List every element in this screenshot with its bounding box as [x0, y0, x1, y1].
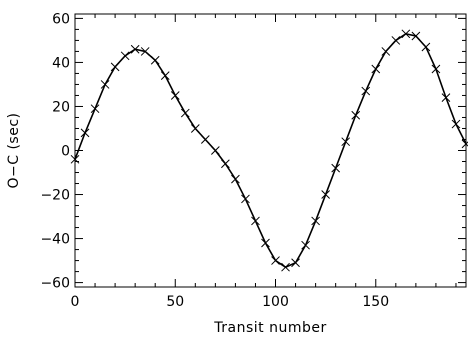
x-tick-label: 100 [262, 294, 289, 310]
y-tick-label: −40 [40, 232, 70, 248]
y-tick-label: −20 [40, 188, 70, 204]
x-tick-label: 50 [166, 294, 184, 310]
y-tick-label: 60 [52, 11, 70, 27]
y-tick-label: −60 [40, 276, 70, 292]
y-tick-label: 20 [52, 99, 70, 115]
y-tick-label: 0 [61, 144, 70, 160]
model-curve [74, 32, 467, 269]
plot-area [70, 29, 468, 272]
axes: 0 50 100 150 −60 −40 −20 0 20 40 60 [40, 11, 467, 310]
x-tick-label: 150 [362, 294, 389, 310]
y-axis-label: O−C (sec) [6, 112, 22, 188]
x-tick-label: 0 [71, 294, 80, 310]
x-axis-label: Transit number [213, 320, 326, 336]
y-tick-label: 40 [52, 55, 70, 71]
